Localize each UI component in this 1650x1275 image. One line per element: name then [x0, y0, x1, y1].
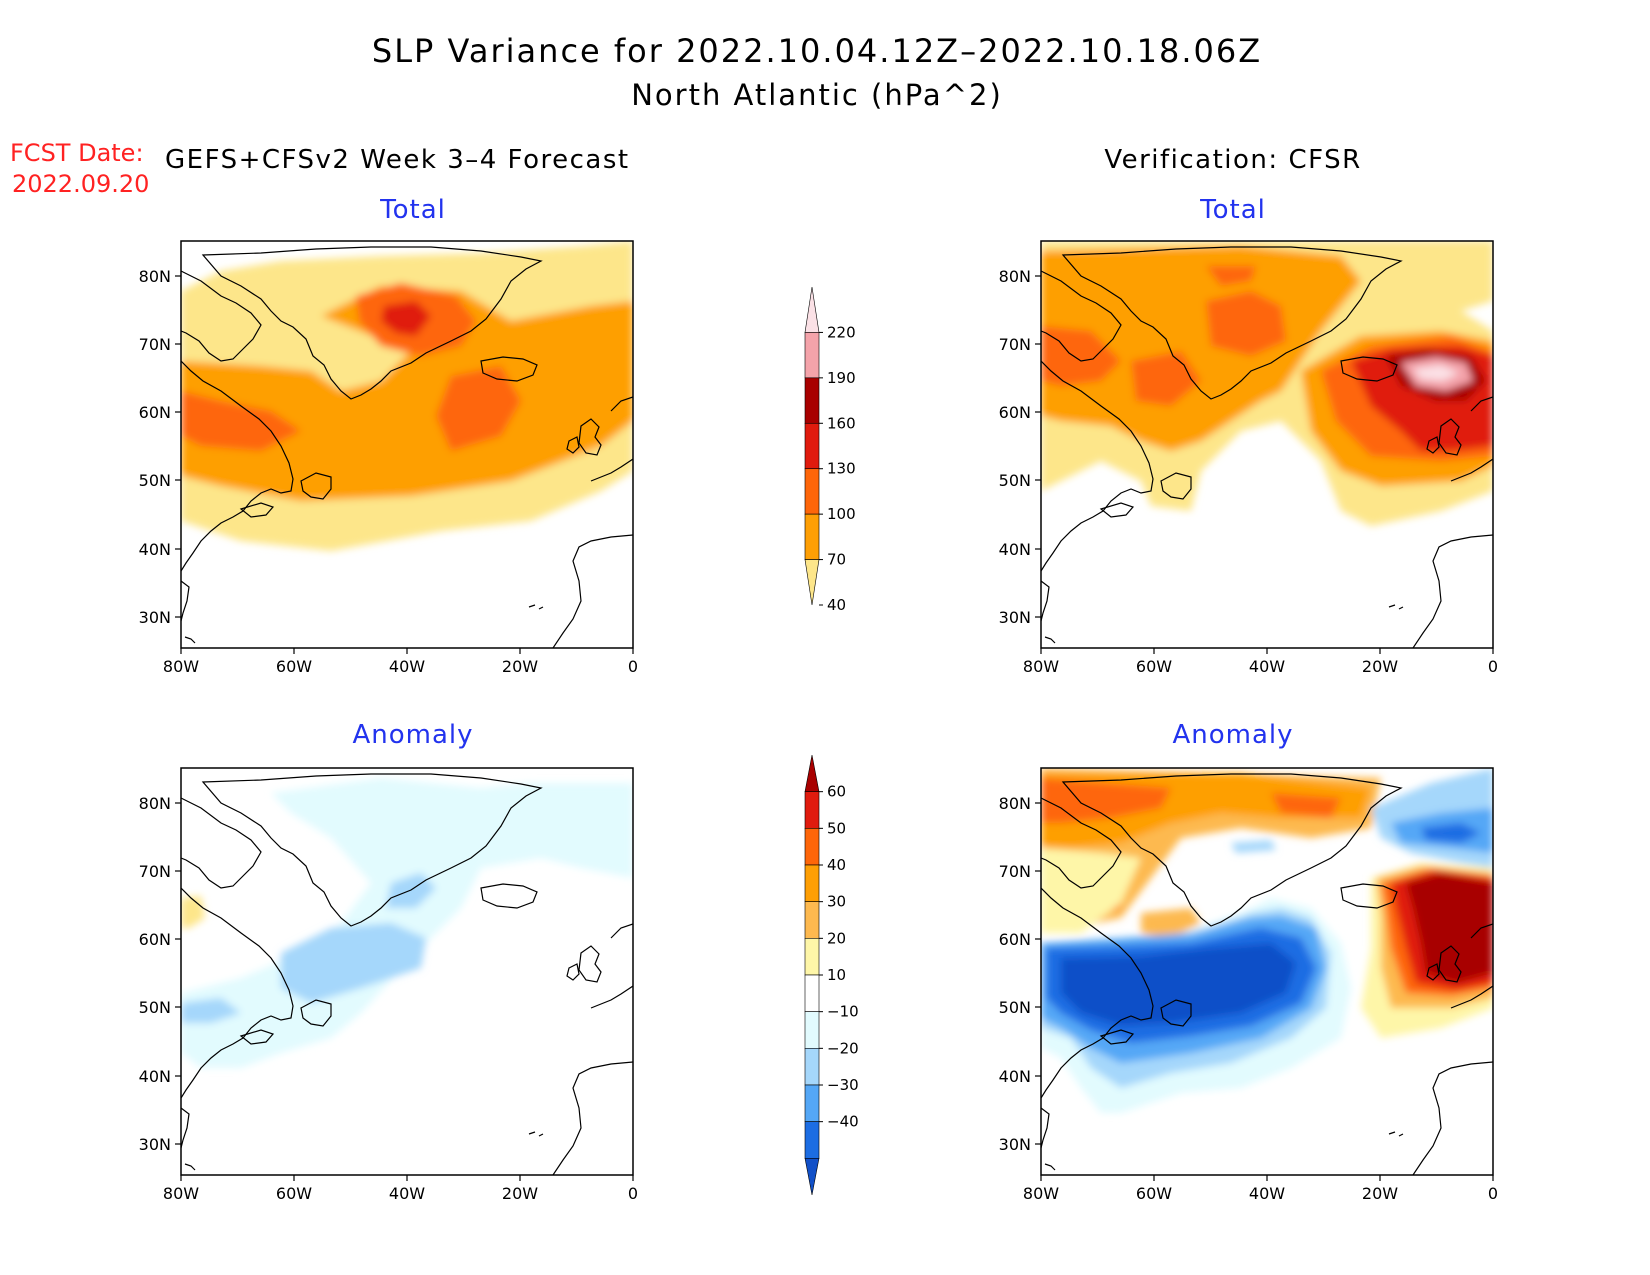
- lon-tick-label: 0: [628, 657, 638, 676]
- lon-tick-label: 60W: [1136, 1184, 1172, 1203]
- lon-tick-label: 40W: [1249, 1184, 1285, 1203]
- panel-title-forecast-anomaly: Anomaly: [352, 720, 473, 750]
- colorbar-label: −40: [827, 1113, 859, 1131]
- title-line-2: North Atlantic (hPa^2): [631, 78, 1003, 112]
- lon-tick-label: 80W: [1023, 657, 1059, 676]
- fcst-date-label: FCST Date:: [10, 139, 144, 167]
- colorbar-swatch: [804, 1048, 820, 1086]
- lon-tick-label: 0: [1488, 1184, 1498, 1203]
- colorbar-label: −30: [827, 1076, 859, 1094]
- lat-tick-label: 50N: [139, 471, 171, 490]
- colorbar-swatch: [804, 791, 820, 829]
- colorbar-arrow-top: [804, 754, 820, 792]
- lon-tick-label: 40W: [389, 657, 425, 676]
- lon-tick-label: 20W: [1362, 657, 1398, 676]
- map-panel-forecast-anomaly: [180, 767, 634, 1176]
- lat-tick-label: 30N: [999, 608, 1031, 627]
- lon-tick-label: 0: [1488, 657, 1498, 676]
- colorbar-label: 60: [827, 783, 846, 801]
- colorbar-swatch: [804, 974, 820, 1012]
- panel-title-verification-total: Total: [1199, 195, 1266, 225]
- colorbar-swatch: [804, 864, 820, 902]
- colorbar-swatch: [804, 422, 820, 470]
- colorbar-label: 190: [827, 369, 856, 387]
- lat-tick-label: 70N: [999, 335, 1031, 354]
- lon-tick-label: 60W: [1136, 657, 1172, 676]
- lon-tick-label: 60W: [276, 657, 312, 676]
- lon-tick-label: 80W: [1023, 1184, 1059, 1203]
- lat-tick-label: 50N: [999, 998, 1031, 1017]
- fcst-date-value: 2022.09.20: [12, 170, 149, 198]
- colorbar-swatch: [804, 1011, 820, 1049]
- colorbar-swatch: [804, 938, 820, 976]
- colorbar-swatch: [804, 828, 820, 866]
- lon-tick-label: 80W: [163, 1184, 199, 1203]
- colorbar-label: 10: [827, 966, 846, 984]
- lon-tick-label: 20W: [502, 1184, 538, 1203]
- colorbar-swatch: [804, 377, 820, 424]
- lon-tick-label: 40W: [1249, 657, 1285, 676]
- colorbar-label: −20: [827, 1039, 859, 1057]
- colorbar-total: 220 190 160 130 100 70 40: [804, 286, 856, 614]
- forecast-header: GEFS+CFSv2 Week 3–4 Forecast: [165, 145, 630, 175]
- verification-header: Verification: CFSR: [1104, 145, 1361, 175]
- lat-tick-label: 30N: [139, 1135, 171, 1154]
- lat-tick-label: 70N: [139, 335, 171, 354]
- lat-tick-label: 40N: [139, 1067, 171, 1086]
- colorbar-label: 20: [827, 929, 846, 947]
- lat-tick-label: 40N: [139, 540, 171, 559]
- colorbar-label: 160: [827, 414, 856, 432]
- lat-tick-label: 30N: [139, 608, 171, 627]
- lat-tick-label: 60N: [139, 930, 171, 949]
- colorbar-swatch: [804, 901, 820, 939]
- lat-tick-label: 40N: [999, 540, 1031, 559]
- title-line-1: SLP Variance for 2022.10.04.12Z–2022.10.…: [372, 32, 1262, 70]
- map-panel-verification-total: [1040, 240, 1494, 649]
- colorbar-label: 30: [827, 893, 846, 911]
- colorbar-swatch: [804, 468, 820, 515]
- map-panel-verification-anomaly: [1040, 767, 1494, 1176]
- colorbar-arrow-bottom: [804, 1158, 820, 1196]
- colorbar-swatch: [804, 1121, 820, 1159]
- lon-tick-label: 60W: [276, 1184, 312, 1203]
- lat-tick-label: 40N: [999, 1067, 1031, 1086]
- colorbar-arrow-bottom: [804, 559, 820, 606]
- lon-tick-label: 20W: [502, 657, 538, 676]
- lat-tick-label: 70N: [999, 862, 1031, 881]
- lon-tick-label: 40W: [389, 1184, 425, 1203]
- colorbar-label: 70: [827, 551, 846, 569]
- colorbar-label: 130: [827, 460, 856, 478]
- lat-tick-label: 50N: [999, 471, 1031, 490]
- colorbar-label: −10: [827, 1003, 859, 1021]
- lat-tick-label: 70N: [139, 862, 171, 881]
- map-panel-forecast-total: [180, 240, 634, 649]
- lat-tick-label: 60N: [139, 403, 171, 422]
- lon-tick-label: 0: [628, 1184, 638, 1203]
- panel-title-verification-anomaly: Anomaly: [1172, 720, 1293, 750]
- colorbar-swatch: [804, 513, 820, 560]
- colorbar-label: 40: [827, 856, 846, 874]
- lat-tick-label: 50N: [139, 998, 171, 1017]
- lon-tick-label: 20W: [1362, 1184, 1398, 1203]
- lat-tick-label: 60N: [999, 403, 1031, 422]
- lat-tick-label: 30N: [999, 1135, 1031, 1154]
- colorbar-swatch: [804, 1084, 820, 1122]
- lat-tick-label: 80N: [999, 267, 1031, 286]
- colorbar-anomaly: 60 50 40 30 20 10 −10 −20 −30 −40: [804, 754, 859, 1196]
- lon-tick-label: 80W: [163, 657, 199, 676]
- colorbar-label: 40: [827, 596, 846, 614]
- lat-tick-label: 60N: [999, 930, 1031, 949]
- lat-tick-label: 80N: [999, 794, 1031, 813]
- colorbar-label: 50: [827, 819, 846, 837]
- lat-tick-label: 80N: [139, 794, 171, 813]
- colorbar-swatch: [804, 332, 820, 379]
- colorbar-label: 100: [827, 505, 856, 523]
- lat-tick-label: 80N: [139, 267, 171, 286]
- panel-title-forecast-total: Total: [379, 195, 446, 225]
- colorbar-arrow-top: [804, 286, 820, 333]
- colorbar-label: 220: [827, 323, 856, 341]
